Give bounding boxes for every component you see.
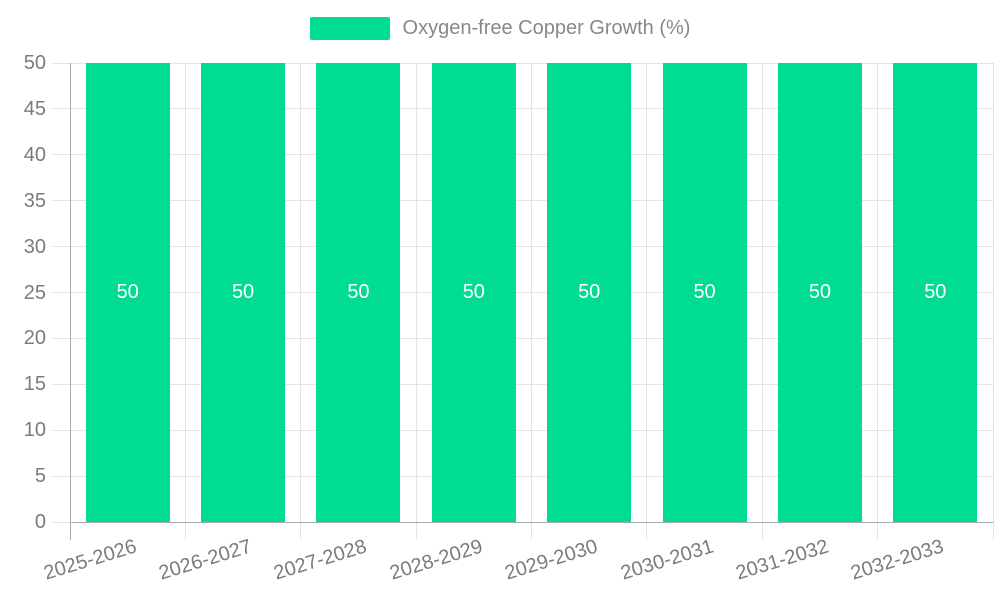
y-gridline [52,429,993,431]
y-axis-line [69,63,71,540]
y-gridline [52,108,993,110]
bar: 50 [431,63,516,522]
y-gridline [52,292,993,293]
bar: 50 [316,63,401,522]
y-gridline [52,62,993,64]
y-axis-tick-label: 5 [34,465,46,488]
y-axis-tick-label: 0 [34,511,46,533]
y-axis-tick-label: 45 [23,97,46,120]
x-gridline [877,63,879,540]
bar: 50 [85,63,170,522]
bar-value-label: 50 [231,281,255,303]
bar: 50 [201,63,286,522]
y-gridline [52,154,993,156]
legend-swatch-icon [309,17,390,40]
bar-value-label: 50 [808,281,832,303]
y-axis-tick-label: 40 [23,143,46,166]
bar: 50 [547,63,632,522]
y-gridline [52,475,993,477]
y-axis-tick-label: 25 [23,281,46,304]
legend-label: Oxygen-free Copper Growth (%) [402,17,691,39]
bar: 50 [662,63,747,522]
bar-value-label: 50 [578,281,601,303]
y-axis-tick-label: 50 [23,52,46,74]
y-axis-tick-label: 30 [23,235,46,258]
x-gridline [531,63,532,540]
x-gridline [992,63,994,540]
y-gridline [52,337,993,339]
y-gridline [52,383,993,385]
bar-value-label: 50 [462,281,485,303]
bar-value-label: 50 [693,281,716,303]
y-axis-tick-label: 35 [23,189,46,212]
y-gridline [52,200,993,202]
y-gridline [52,246,993,248]
y-axis-tick-label: 15 [23,373,46,396]
y-axis-tick-label: 10 [23,419,46,442]
y-axis-tick-label: 20 [23,327,46,350]
bar-value-label: 50 [347,281,370,303]
x-gridline [646,63,648,540]
chart-legend[interactable]: Oxygen-free Copper Growth (%) [0,17,1000,40]
bar: 50 [893,63,978,522]
bar: 50 [777,63,862,522]
x-gridline [300,63,302,540]
x-gridline [415,63,417,540]
x-gridline [761,63,763,540]
bar-value-label: 50 [116,281,139,303]
x-gridline [184,63,186,540]
bar-value-label: 50 [924,281,947,303]
x-axis-line [70,521,993,523]
